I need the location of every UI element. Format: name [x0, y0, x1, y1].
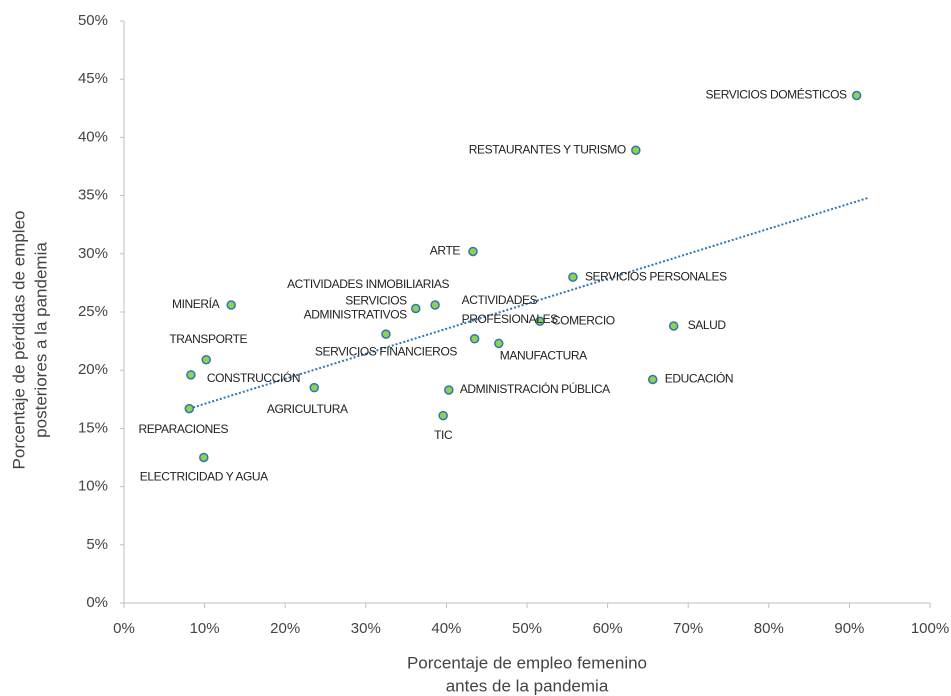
point-label: TRANSPORTE: [169, 332, 247, 346]
x-tick-label: 90%: [834, 620, 864, 637]
x-tick-label: 100%: [911, 620, 949, 637]
point: [201, 354, 211, 365]
point: [411, 303, 421, 314]
x-axis-label: antes de la pandemia: [446, 676, 609, 695]
x-tick-label: 70%: [673, 620, 703, 637]
point-label: AGRICULTURA: [267, 402, 348, 416]
point-label: COMERCIO: [552, 313, 615, 327]
point-label: MANUFACTURA: [500, 349, 587, 363]
x-tick-label: 40%: [431, 620, 461, 637]
point: [184, 403, 195, 414]
point-label: SERVICIOS DOMÉSTICOS: [706, 87, 848, 102]
point-label: TIC: [434, 428, 453, 442]
point: [568, 272, 578, 282]
y-tick-label: 0%: [86, 594, 108, 611]
point: [444, 385, 454, 395]
y-tick-label: 15%: [78, 419, 108, 436]
trendline: [188, 196, 869, 410]
y-tick-label: 50%: [78, 12, 108, 29]
y-tick-label: 45%: [78, 70, 108, 87]
point-label: CONSTRUCCIÓN: [207, 370, 300, 385]
point-label: MINERÍA: [172, 296, 220, 311]
x-tick-label: 50%: [512, 620, 542, 637]
point-label: SALUD: [688, 318, 727, 332]
point: [186, 370, 196, 380]
point-label: SERVICIOS: [345, 294, 407, 308]
point: [494, 338, 504, 349]
y-axis-label: Porcentaje de pérdidas de empleo: [9, 211, 28, 470]
point: [468, 246, 478, 257]
x-axis-label: Porcentaje de empleo femenino: [407, 653, 647, 672]
point: [851, 90, 862, 101]
y-tick-label: 5%: [86, 536, 108, 553]
point: [535, 316, 545, 327]
x-tick-label: 10%: [190, 620, 220, 637]
point: [381, 329, 391, 339]
point: [309, 382, 319, 393]
y-tick-label: 30%: [78, 245, 108, 262]
point: [430, 300, 440, 310]
y-tick-label: 40%: [78, 128, 108, 145]
point: [469, 334, 480, 344]
y-tick-label: 35%: [78, 187, 108, 204]
point: [647, 374, 658, 385]
x-tick-label: 80%: [754, 620, 784, 637]
point-label: ACTIVIDADES: [462, 293, 538, 307]
point: [199, 452, 209, 463]
point-label: RESTAURANTES Y TURISMO: [469, 142, 626, 156]
point: [438, 410, 448, 421]
point-label: ACTIVIDADES INMOBILIARIAS: [287, 277, 449, 291]
x-tick-label: 20%: [270, 620, 300, 637]
point-label: PROFESIONALES: [462, 312, 559, 326]
y-tick-label: 20%: [78, 361, 108, 378]
point: [631, 145, 641, 155]
point-label: ADMINISTRATIVOS: [304, 308, 408, 322]
x-tick-label: 60%: [593, 620, 623, 637]
point-label: ADMINISTRACIÓN PÚBLICA: [460, 381, 610, 396]
point-label: EDUCACIÓN: [665, 371, 733, 386]
point-label: SERVICIOS FINANCIEROS: [315, 344, 457, 358]
y-tick-label: 10%: [78, 478, 108, 495]
y-axis-label: posteriores a la pandemia: [31, 242, 50, 438]
point-label: ARTE: [430, 244, 461, 258]
x-tick-label: 0%: [113, 620, 135, 637]
point: [226, 300, 236, 310]
point: [668, 321, 679, 331]
point-label: REPARACIONES: [138, 422, 228, 436]
x-tick-label: 30%: [351, 620, 381, 637]
point-label: SERVICIOS PERSONALES: [585, 269, 727, 283]
y-tick-label: 25%: [78, 303, 108, 320]
point-label: ELECTRICIDAD Y AGUA: [140, 470, 268, 484]
